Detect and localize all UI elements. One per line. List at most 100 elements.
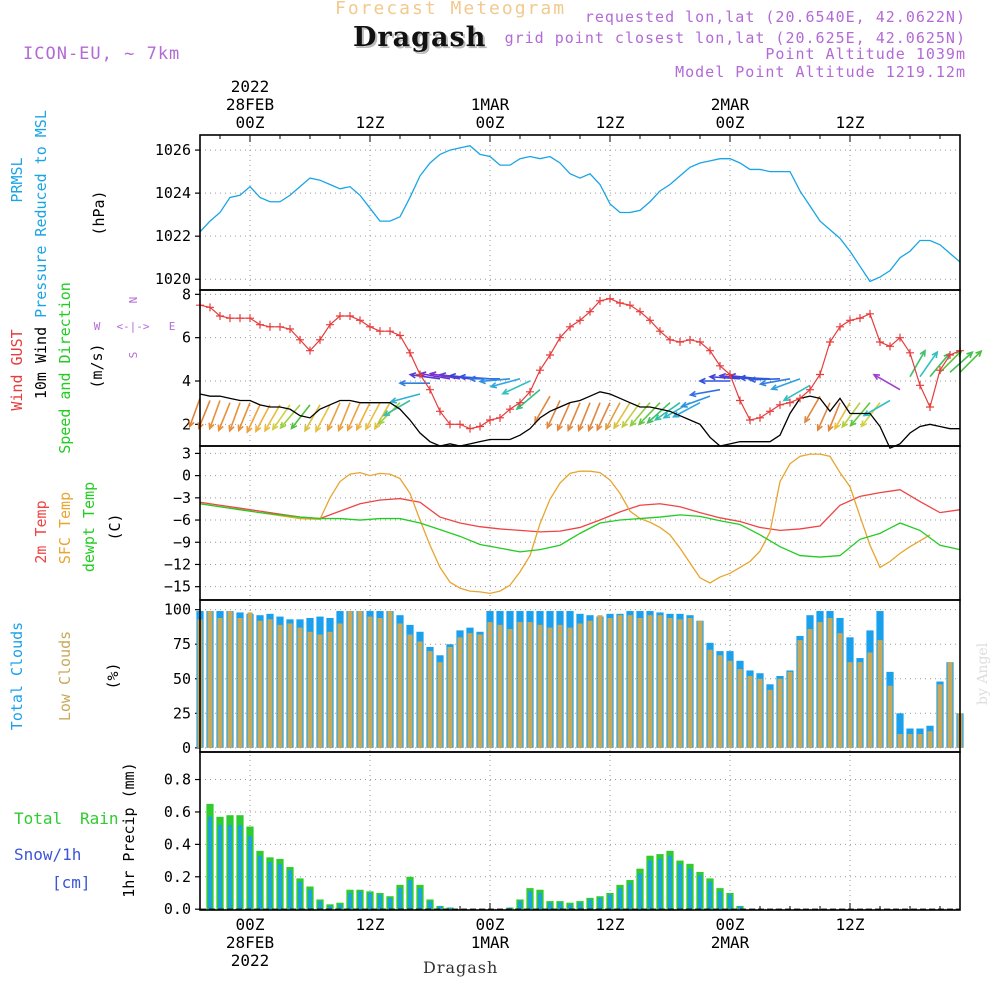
wind-arrow-head — [834, 422, 841, 431]
low-cloud-bar — [917, 734, 923, 748]
wind-arrow-head — [862, 410, 871, 417]
wind-arrow — [546, 400, 561, 429]
low-cloud-bar — [297, 627, 303, 748]
gust-marker — [556, 333, 564, 342]
gust-marker — [906, 348, 914, 357]
gust-marker — [896, 333, 904, 342]
compass-arrows: <-|-> — [116, 320, 149, 333]
snow-bar — [568, 904, 572, 910]
low-cloud-bar — [737, 669, 743, 748]
gust-marker — [636, 307, 644, 316]
y-tick-label: 1026 — [155, 141, 191, 159]
requested-coords: requested lon,lat (20.6540E, 42.0622N) — [584, 8, 966, 26]
gust-marker — [656, 327, 664, 336]
gust-marker — [776, 400, 784, 409]
wind-arrow-head — [337, 424, 344, 433]
gust-marker — [296, 335, 304, 344]
precip-rain-label: Rain — [80, 809, 119, 828]
compass-south: S — [127, 352, 140, 359]
low-cloud-bar — [687, 617, 693, 748]
wind-arrow-head — [605, 423, 612, 431]
bottom-date-label: 2MAR — [711, 933, 750, 952]
top-time-label: 12Z — [836, 113, 865, 132]
gust-marker — [446, 420, 454, 429]
gust-marker — [416, 370, 424, 379]
snow-bar — [288, 870, 292, 910]
wind-arrow-head — [816, 424, 823, 432]
gust-marker — [396, 331, 404, 340]
low-cloud-bar — [757, 678, 763, 748]
snow-bar — [558, 902, 562, 910]
low-cloud-bar — [407, 634, 413, 748]
wind-arrow-head — [653, 414, 662, 421]
low-cloud-bar — [497, 624, 503, 748]
gust-marker — [646, 316, 654, 325]
wind-arrow-head — [827, 424, 834, 433]
low-cloud-bar — [317, 634, 323, 748]
wind-arrow — [304, 404, 321, 432]
wind-arrow-head — [637, 418, 646, 426]
y-tick-label: −3 — [173, 489, 191, 507]
y-tick-label: 8 — [182, 285, 191, 303]
panel-frame-temp — [199, 445, 961, 601]
snow-bar — [348, 892, 352, 910]
precip-total-label: Total — [14, 809, 62, 828]
bottom-time-label: 00Z — [716, 915, 745, 934]
gust-marker — [306, 346, 314, 355]
model-label: ICON-EU, ~ 7km — [23, 44, 181, 64]
wind-arrow-head — [738, 374, 746, 382]
wind-arrow-head — [748, 376, 756, 384]
top-time-label: 12Z — [356, 113, 385, 132]
gust-marker — [686, 335, 694, 344]
wind-arrow-head — [448, 372, 457, 380]
low-cloud-bar — [827, 617, 833, 748]
bottom-date-label: 1MAR — [471, 933, 510, 952]
top-time-label: 12Z — [596, 113, 625, 132]
gust-marker — [426, 385, 434, 394]
grid-point-coords: grid point closest lon,lat (20.625E, 42.… — [504, 29, 966, 47]
wind-arrow-head — [255, 425, 262, 433]
wind-direction-label: Speed and Direction — [56, 282, 74, 454]
y-tick-label: −15 — [164, 578, 191, 596]
low-cloud-bar — [857, 662, 863, 748]
gust-marker — [616, 299, 624, 307]
gust-marker — [926, 403, 934, 411]
wind-arrow-head — [931, 350, 939, 359]
pressure-unit: (hPa) — [90, 190, 108, 235]
low-cloud-bar — [667, 617, 673, 748]
low-cloud-bar — [527, 622, 533, 748]
pressure-line — [199, 145, 961, 283]
gust-marker — [236, 314, 244, 323]
low-cloud-bar — [417, 641, 423, 748]
snow-bar — [338, 904, 342, 910]
y-tick-label: 50 — [173, 670, 191, 688]
snow-bar — [688, 868, 692, 910]
wind-arrow — [939, 350, 962, 373]
y-tick-label: 100 — [164, 601, 191, 619]
low-cloud-bar — [897, 734, 903, 748]
gust-marker — [276, 322, 284, 331]
wind-arrow-head — [290, 422, 298, 430]
pressure-label-prmsl: PRMSL — [8, 157, 26, 202]
bottom-time-label: 00Z — [236, 915, 265, 934]
pressure-label-msl: Pressure Reduced to MSL — [32, 110, 50, 318]
wind-arrow-head — [680, 401, 688, 408]
low-cloud-bar — [707, 649, 713, 748]
low-cloud-bar — [657, 615, 663, 748]
gust-marker — [876, 338, 884, 346]
temp-line-dewpt — [199, 503, 961, 558]
wind-arrow — [760, 378, 791, 385]
low-cloud-bar — [747, 676, 753, 748]
y-tick-label: 1022 — [155, 227, 191, 245]
wind-arrow — [390, 393, 421, 403]
low-cloud-bar — [627, 615, 633, 748]
gust-marker — [226, 314, 234, 323]
wind-arrow — [557, 402, 571, 431]
wind-arrow — [690, 388, 721, 396]
gust-marker — [866, 309, 874, 318]
low-cloud-bar — [327, 631, 333, 748]
gust-marker — [576, 316, 584, 325]
location-title: Dragash — [353, 22, 487, 53]
gust-marker — [666, 335, 674, 344]
wind-arrow-head — [919, 349, 926, 357]
